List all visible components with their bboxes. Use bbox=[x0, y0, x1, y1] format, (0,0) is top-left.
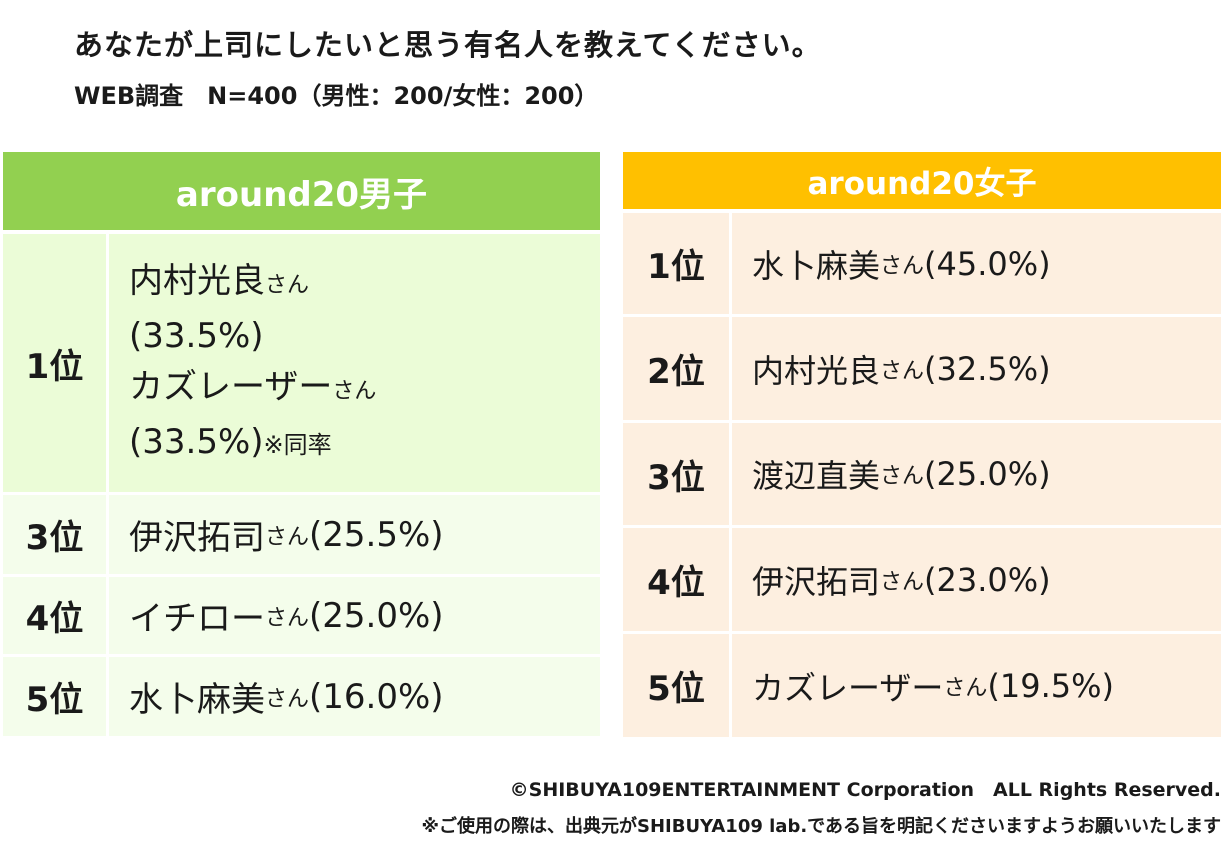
rank-entry: イチロー さん (25.0%) bbox=[109, 577, 600, 654]
person-name: 伊沢拓司 bbox=[129, 518, 265, 558]
rank-label: 1位 bbox=[3, 234, 106, 492]
rank-entry: カズレーザー さん (19.5%) bbox=[732, 634, 1221, 737]
honorific: さん bbox=[265, 686, 310, 712]
honorific: さん bbox=[332, 378, 377, 404]
rank-entry: 伊沢拓司 さん (23.0%) bbox=[732, 528, 1221, 631]
honorific: さん bbox=[880, 464, 925, 489]
rank-entry: 渡辺直美 さん (25.0%) bbox=[732, 423, 1221, 525]
person-name: 水卜麻美 bbox=[129, 680, 265, 720]
male-rank-row-3: 3位 伊沢拓司 さん (25.5%) bbox=[3, 495, 600, 574]
female-panel-header: around20女子 bbox=[623, 152, 1221, 209]
copyright-notice: ©SHIBUYA109ENTERTAINMENT Corporation ALL… bbox=[509, 779, 1221, 801]
honorific: さん bbox=[880, 358, 925, 384]
person-name: イチロー bbox=[129, 599, 265, 639]
usage-notice: ※ご使用の際は、出典元がSHIBUYA109 lab.である旨を明記くださいます… bbox=[421, 816, 1222, 837]
percentage: (16.0%) bbox=[309, 676, 444, 717]
rank-entry: 水卜麻美 さん (45.0%) bbox=[732, 213, 1221, 314]
honorific: さん bbox=[265, 605, 310, 631]
entry-line: (33.5%) bbox=[129, 311, 264, 362]
rank-label: 3位 bbox=[3, 495, 106, 574]
survey-method-subtitle: WEB調査 N=400（男性：200/女性：200） bbox=[74, 82, 599, 110]
entry-line: (33.5%)※同率 bbox=[129, 417, 332, 471]
percentage: (32.5%) bbox=[924, 349, 1051, 388]
percentage: (33.5%) bbox=[129, 315, 264, 356]
rank-entry: 内村光良 さん (32.5%) bbox=[732, 317, 1221, 420]
person-name: 内村光良 bbox=[752, 351, 881, 390]
rank-entry: 水卜麻美 さん (16.0%) bbox=[109, 657, 600, 736]
person-name: 内村光良 bbox=[129, 260, 265, 301]
honorific: さん bbox=[943, 675, 988, 701]
percentage: (25.0%) bbox=[309, 595, 444, 636]
rank-label: 1位 bbox=[623, 213, 729, 314]
entry-line: カズレーザーさん bbox=[129, 362, 376, 417]
rank-label: 5位 bbox=[3, 657, 106, 736]
rank-label: 4位 bbox=[3, 577, 106, 654]
female-rank-row-4: 4位 伊沢拓司 さん (23.0%) bbox=[623, 528, 1221, 631]
male-rank-row-5: 5位 水卜麻美 さん (16.0%) bbox=[3, 657, 600, 736]
honorific: さん bbox=[880, 253, 925, 279]
male-rank-row-1: 1位 内村光良さん (33.5%) カズレーザーさん (33.5%)※同率 bbox=[3, 234, 600, 492]
rank-label: 5位 bbox=[623, 634, 729, 737]
person-name: 伊沢拓司 bbox=[752, 562, 881, 601]
person-name: カズレーザー bbox=[129, 366, 333, 407]
rank-entry: 伊沢拓司 さん (25.5%) bbox=[109, 495, 600, 574]
honorific: さん bbox=[265, 524, 310, 550]
person-name: カズレーザー bbox=[752, 668, 944, 707]
percentage: (25.0%) bbox=[924, 455, 1051, 493]
rank-label: 3位 bbox=[623, 423, 729, 525]
person-name: 水卜麻美 bbox=[752, 246, 881, 285]
honorific: さん bbox=[265, 272, 310, 298]
rank-label: 4位 bbox=[623, 528, 729, 631]
tie-note: ※同率 bbox=[263, 430, 332, 459]
person-name: 渡辺直美 bbox=[752, 457, 881, 495]
honorific: さん bbox=[880, 569, 925, 595]
percentage: (23.0%) bbox=[924, 560, 1051, 599]
female-rank-row-5: 5位 カズレーザー さん (19.5%) bbox=[623, 634, 1221, 737]
female-rank-row-1: 1位 水卜麻美 さん (45.0%) bbox=[623, 213, 1221, 314]
male-panel-header: around20男子 bbox=[3, 152, 600, 230]
percentage: (19.5%) bbox=[987, 666, 1115, 705]
female-rank-row-2: 2位 内村光良 さん (32.5%) bbox=[623, 317, 1221, 420]
rank-entries: 内村光良さん (33.5%) カズレーザーさん (33.5%)※同率 bbox=[109, 234, 600, 492]
female-ranking-panel: around20女子 1位 水卜麻美 さん (45.0%) 2位 内村光良 さん (32… bbox=[623, 152, 1221, 740]
female-rank-row-3: 3位 渡辺直美 さん (25.0%) bbox=[623, 423, 1221, 525]
percentage: (25.5%) bbox=[309, 514, 444, 555]
entry-line: 内村光良さん bbox=[129, 256, 309, 311]
male-rank-row-4: 4位 イチロー さん (25.0%) bbox=[3, 577, 600, 654]
percentage: (45.0%) bbox=[924, 244, 1051, 283]
survey-question-title: あなたが上司にしたいと思う有名人を教えてください。 bbox=[74, 28, 822, 62]
percentage: (33.5%) bbox=[129, 421, 264, 462]
male-ranking-panel: around20男子 1位 内村光良さん (33.5%) カズレーザーさん (3… bbox=[3, 152, 600, 739]
rank-label: 2位 bbox=[623, 317, 729, 420]
